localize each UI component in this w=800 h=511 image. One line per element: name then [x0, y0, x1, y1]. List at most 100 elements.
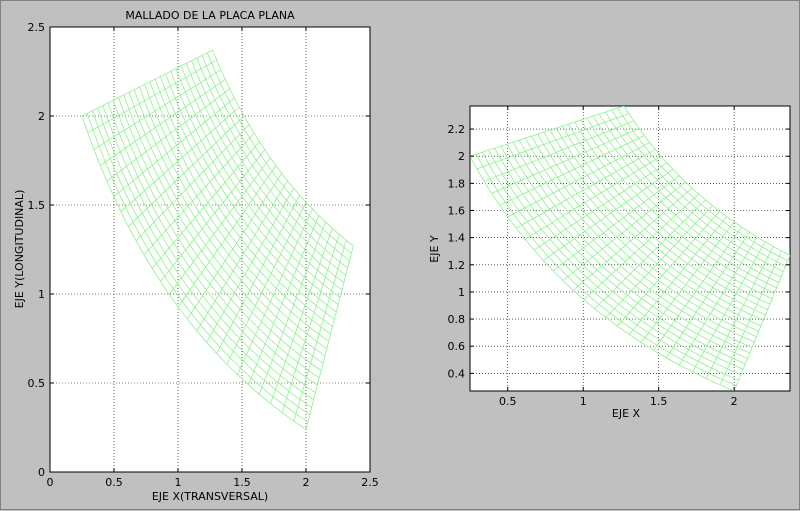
mesh-arc-line [537, 133, 759, 332]
mesh-arc-line [123, 94, 322, 371]
mesh-radial-line [665, 231, 750, 358]
mesh-radial-line [491, 127, 640, 194]
mesh-arc-line [107, 102, 316, 393]
mesh-radial-line [678, 236, 758, 366]
plot2-x-axis-label: EJE X [612, 407, 641, 420]
mesh-radial-line [247, 215, 320, 385]
x-tick-label: 0 [47, 476, 54, 489]
mesh-radial-line [705, 246, 774, 379]
y-tick-label: 2.2 [448, 123, 466, 136]
mesh-radial-line [640, 221, 735, 343]
mesh-radial-line [543, 169, 674, 261]
mesh-radial-line [135, 124, 250, 241]
plot2-y-axis-label: EJE Y [428, 235, 441, 263]
mesh-radial-line [81, 49, 213, 117]
x-tick-label: 2 [303, 476, 310, 489]
mesh-arc-line [139, 86, 328, 349]
mesh-arc-line [592, 115, 780, 283]
mesh-arc-line [159, 76, 335, 320]
mesh-arc-line [543, 131, 762, 327]
mesh-arc-line [175, 68, 341, 298]
mesh-arc-line [212, 49, 354, 247]
mesh-arc-line [531, 135, 757, 338]
x-tick-label: 1.5 [233, 476, 251, 489]
y-tick-label: 1.4 [448, 232, 466, 245]
mesh-radial-line [143, 132, 255, 255]
plot-eje: 0.5 1 1.5 2 0.4 0.6 0.8 1 1.2 1.4 1.6 1.8 2 2.2 EJE X… [428, 105, 791, 420]
mesh-radial-line [187, 173, 283, 320]
mesh-arc-line [186, 63, 345, 283]
x-tick-label: 2.5 [361, 476, 379, 489]
plot1-y-axis-label: EJE Y(LONGITUDINAL) [13, 190, 26, 309]
mesh-radial-line [605, 205, 713, 318]
plot1-title: MALLADO DE LA PLACA PLANA [125, 9, 295, 22]
mesh-radial-line [168, 157, 271, 295]
mesh-radial-line [583, 193, 699, 300]
mesh-radial-line [160, 149, 266, 282]
y-tick-label: 2 [458, 150, 465, 163]
mesh-radial-line [100, 79, 226, 166]
plot1-axes-area [49, 26, 371, 473]
mesh-arc-line [623, 106, 790, 256]
mesh-arc-line [191, 60, 347, 276]
mesh-radial-line [113, 97, 235, 197]
y-tick-label: 1.2 [448, 259, 466, 272]
x-tick-label: 1 [580, 395, 587, 408]
mesh-arc-line [118, 97, 320, 379]
y-tick-label: 0.6 [448, 340, 466, 353]
mesh-radial-line [151, 141, 260, 269]
mesh-arc-line [196, 57, 348, 269]
mesh-radial-line [533, 162, 668, 251]
mesh-arc-line [149, 81, 331, 335]
mesh-radial-line [524, 155, 662, 240]
plot2-mesh [470, 106, 790, 391]
mesh-arc-line [598, 113, 782, 278]
mesh-radial-line [305, 245, 354, 430]
mesh-arc-line [97, 107, 312, 408]
y-tick-label: 0.5 [28, 377, 46, 390]
mesh-arc-line [512, 141, 750, 354]
mesh-radial-line [93, 69, 222, 150]
mesh-radial-line [226, 201, 307, 365]
plot1-mesh [81, 49, 354, 430]
mesh-arc-line [81, 115, 307, 430]
mesh-arc-line [555, 127, 766, 316]
x-tick-label: 0.5 [499, 395, 517, 408]
mesh-arc-line [165, 73, 337, 313]
mesh-radial-line [106, 88, 231, 182]
mesh-arc-line [586, 117, 777, 289]
mesh-radial-line [237, 208, 313, 375]
mesh-radial-line [206, 187, 294, 343]
x-tick-label: 1.5 [650, 395, 668, 408]
mesh-arc-line [518, 139, 753, 348]
y-tick-label: 1.8 [448, 177, 466, 190]
mesh-radial-line [573, 187, 693, 291]
mesh-radial-line [216, 195, 301, 354]
mesh-arc-line [494, 147, 744, 370]
mesh-arc-line [605, 111, 784, 272]
x-tick-label: 1 [175, 476, 182, 489]
mesh-arc-line [112, 100, 318, 386]
y-tick-label: 2.5 [28, 21, 46, 34]
plot2-ticks: 0.5 1 1.5 2 0.4 0.6 0.8 1 1.2 1.4 1.6 1.8 2 2.2 [448, 106, 790, 408]
mesh-arc-line [170, 71, 339, 305]
mesh-radial-line [562, 181, 686, 281]
mesh-arc-line [201, 55, 350, 261]
mesh-arc-line [580, 119, 775, 294]
mesh-arc-line [549, 129, 764, 321]
mesh-arc-line [470, 156, 735, 391]
mesh-arc-line [481, 152, 739, 381]
y-tick-label: 1 [38, 288, 45, 301]
mesh-radial-line [499, 135, 645, 206]
y-tick-label: 1.6 [448, 205, 466, 218]
mesh-radial-line [594, 199, 706, 310]
y-tick-label: 1 [458, 286, 465, 299]
plot1-x-axis-label: EJE X(TRANSVERSAL) [152, 490, 268, 503]
mesh-arc-line [102, 105, 314, 401]
mesh-arc-line [617, 107, 788, 262]
mesh-arc-line [500, 145, 746, 365]
mesh-arc-line [206, 52, 352, 254]
mesh-radial-line [484, 120, 634, 182]
